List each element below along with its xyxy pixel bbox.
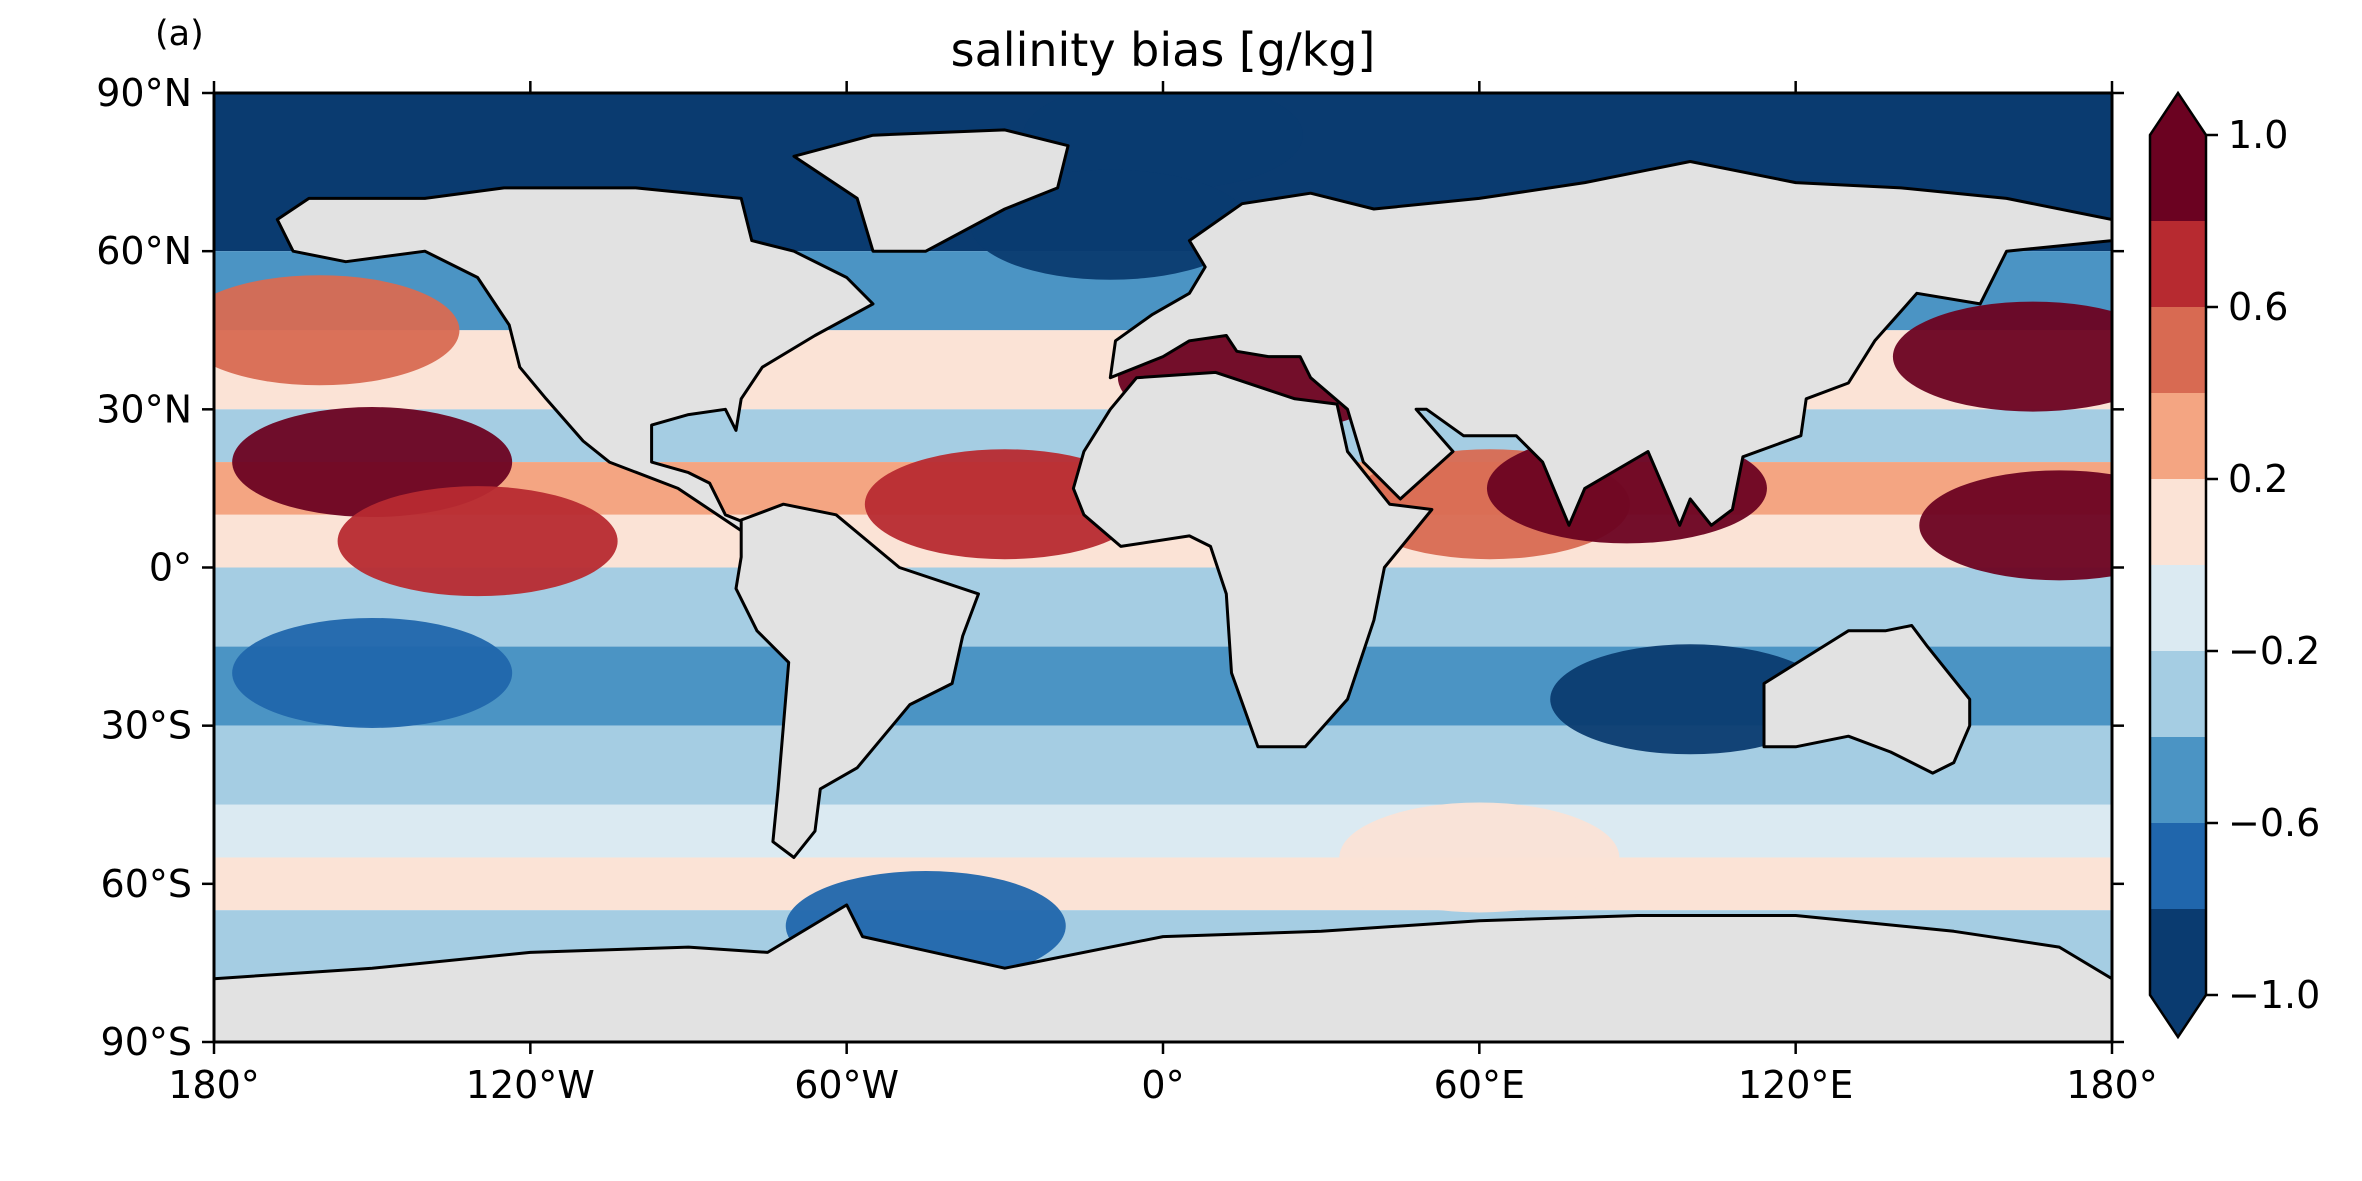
lon-tick-label: 60°E bbox=[1434, 1063, 1525, 1107]
bias-region bbox=[1892, 301, 2112, 412]
lon-tick-label: 180° bbox=[168, 1063, 260, 1107]
colorbar-tick-label: −1.0 bbox=[2228, 973, 2320, 1017]
bias-region bbox=[1550, 644, 1831, 755]
colorbar-bin bbox=[2150, 221, 2206, 307]
colorbar-tick-label: 0.6 bbox=[2228, 285, 2288, 329]
longitude-axis: 180° 120°W 60°W 0° 60°E 120°E 180° bbox=[168, 81, 2158, 1107]
bias-region bbox=[1339, 802, 1620, 913]
lon-tick-label: 180° bbox=[2066, 1063, 2158, 1107]
colorbar-extend-min bbox=[2150, 995, 2206, 1037]
colorbar-tick-label: 0.2 bbox=[2228, 457, 2288, 501]
lat-tick-label: 60°N bbox=[96, 229, 192, 273]
lon-tick-label: 0° bbox=[1141, 1063, 1184, 1107]
bias-region bbox=[214, 275, 460, 386]
colorbar: 1.0 0.6 0.2 −0.2 −0.6 −1.0 bbox=[2148, 90, 2320, 1040]
map-title: salinity bias [g/kg] bbox=[951, 23, 1376, 77]
bias-region bbox=[1023, 93, 1303, 191]
bias-region bbox=[970, 169, 1251, 280]
landmass-africa bbox=[1071, 370, 1434, 749]
lat-tick-label: 90°S bbox=[101, 1020, 192, 1064]
lon-tick-label: 60°W bbox=[794, 1063, 899, 1107]
landmass-greenland bbox=[792, 128, 1070, 253]
panel-label: (a) bbox=[155, 14, 204, 54]
lon-tick-label: 120°E bbox=[1738, 1063, 1854, 1107]
colorbar-bin bbox=[2150, 393, 2206, 479]
bias-region bbox=[1919, 470, 2112, 581]
lat-tick-label: 30°N bbox=[96, 387, 192, 431]
colorbar-bin bbox=[2150, 135, 2206, 221]
colorbar-tick-label: −0.2 bbox=[2228, 629, 2320, 673]
colorbar-bin bbox=[2150, 909, 2206, 995]
ocean-bias-anomalies bbox=[214, 93, 2112, 982]
landmass-eurasia bbox=[1108, 160, 2112, 527]
landmass-north-america bbox=[275, 186, 875, 533]
land-masses bbox=[214, 128, 2112, 1042]
landmass-australia bbox=[1762, 624, 1972, 775]
bias-band bbox=[214, 857, 2112, 911]
landmass-south-america bbox=[734, 502, 980, 859]
colorbar-bin bbox=[2150, 737, 2206, 823]
colorbar-extend-max bbox=[2150, 93, 2206, 135]
lon-tick-label: 120°W bbox=[466, 1063, 595, 1107]
colorbar-bin bbox=[2150, 479, 2206, 565]
latitude-axis: 90°N 60°N 30°N 0° 30°S 60°S 90°S bbox=[96, 71, 2124, 1064]
colorbar-bin bbox=[2150, 823, 2206, 909]
lat-tick-label: 60°S bbox=[101, 862, 192, 906]
bias-region bbox=[864, 449, 1145, 560]
lat-tick-label: 0° bbox=[149, 546, 192, 590]
lat-tick-label: 30°S bbox=[101, 704, 192, 748]
landmass-antarctica bbox=[214, 903, 2112, 1042]
colorbar-bin bbox=[2150, 651, 2206, 737]
lat-tick-label: 90°N bbox=[96, 71, 192, 115]
map-area bbox=[214, 93, 2112, 1042]
colorbar-bin bbox=[2150, 565, 2206, 651]
bias-band bbox=[214, 804, 2112, 858]
colorbar-tick-label: −0.6 bbox=[2228, 801, 2320, 845]
colorbar-bin bbox=[2150, 307, 2206, 393]
colorbar-tick-label: 1.0 bbox=[2228, 113, 2288, 157]
bias-region bbox=[337, 486, 618, 597]
bias-region bbox=[232, 617, 513, 728]
